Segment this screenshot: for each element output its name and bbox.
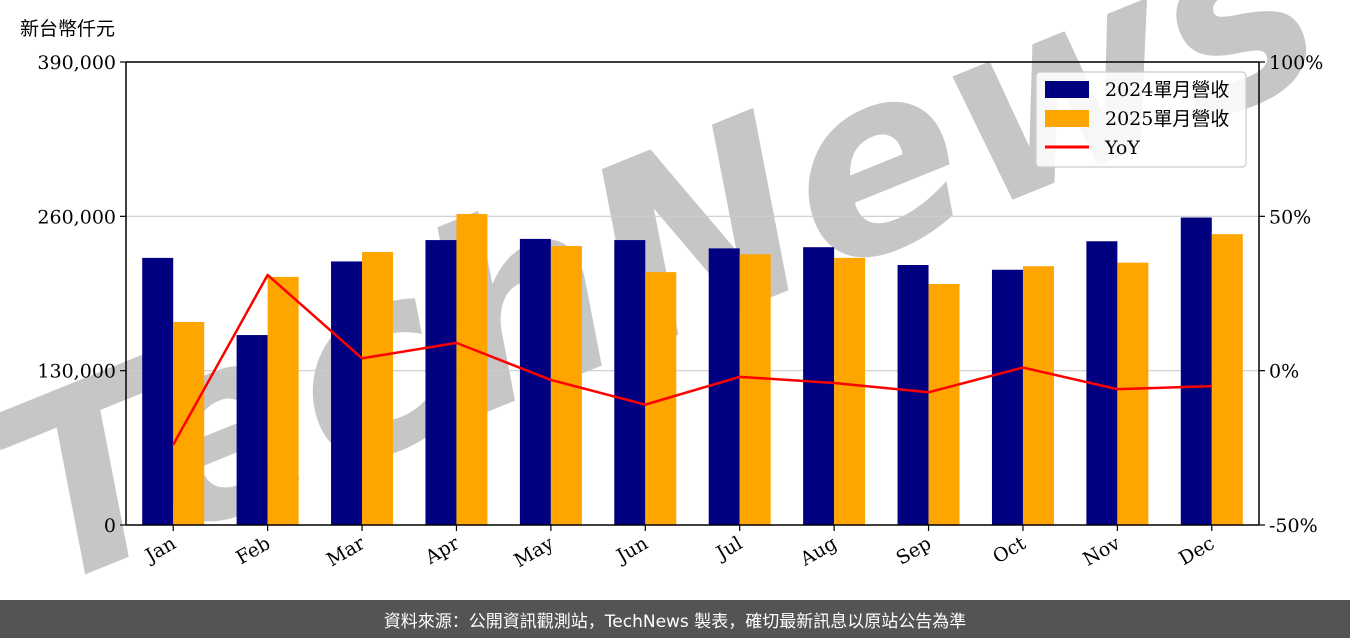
- bar-2024-aug: [803, 247, 835, 525]
- revenue-chart: TechNews 0130,000260,000390,000-50%0%50%…: [0, 0, 1350, 600]
- right-tick-label: 50%: [1269, 206, 1311, 228]
- x-tick-label-jul: Jul: [711, 532, 746, 565]
- bar-2024-jun: [614, 240, 646, 526]
- bar-2024-jul: [708, 248, 740, 525]
- right-tick-label: -50%: [1269, 515, 1318, 537]
- footer-text: 資料來源：公開資訊觀測站，TechNews 製表，確切最新訊息以原站公告為準: [383, 611, 967, 632]
- legend-label: 2025單月營收: [1105, 108, 1229, 130]
- bar-2024-apr: [425, 240, 457, 526]
- bar-2025-feb: [267, 276, 299, 525]
- x-tick-label-sep: Sep: [892, 532, 935, 569]
- bar-2024-dec: [1180, 217, 1212, 525]
- bar-2024-oct: [991, 269, 1023, 525]
- bar-2025-nov: [1117, 262, 1149, 525]
- yoy-series: [172, 273, 1212, 446]
- bar-2024-jan: [142, 257, 174, 525]
- bar-2025-oct: [1022, 266, 1054, 525]
- right-tick-label: 0%: [1269, 361, 1299, 383]
- bar-2025-dec: [1211, 234, 1243, 525]
- x-tick-label-may: May: [510, 532, 557, 572]
- left-tick-label: 0: [104, 515, 116, 537]
- left-tick-label: 130,000: [37, 361, 116, 383]
- left-tick-label: 260,000: [37, 206, 116, 228]
- bar-2025-jun: [645, 272, 677, 525]
- bar-2024-sep: [897, 265, 929, 525]
- x-tick-label-nov: Nov: [1079, 532, 1124, 571]
- x-tick-label-jun: Jun: [611, 532, 652, 568]
- left-tick-label: 390,000: [37, 52, 116, 74]
- bar-2025-apr: [456, 213, 488, 525]
- legend: 2024單月營收 2025單月營收 YoY: [1035, 71, 1247, 168]
- right-tick-label: 100%: [1269, 52, 1323, 74]
- legend-label: YoY: [1104, 137, 1140, 159]
- bar-2025-jan: [173, 321, 205, 525]
- bar-2025-jul: [739, 254, 771, 526]
- x-tick-label-oct: Oct: [989, 532, 1030, 568]
- bar-2025-aug: [834, 257, 866, 525]
- x-tick-label-dec: Dec: [1175, 532, 1218, 570]
- source-footer: 資料來源：公開資訊觀測站，TechNews 製表，確切最新訊息以原站公告為準: [0, 600, 1350, 638]
- bar-2025-may: [550, 246, 582, 525]
- legend-label: 2024單月營收: [1105, 79, 1229, 101]
- bar-2024-feb: [236, 335, 268, 525]
- bar-2025-sep: [928, 284, 960, 525]
- unit-label: 新台幣仟元: [20, 18, 116, 40]
- legend-swatch: [1045, 110, 1089, 127]
- bar-2024-mar: [331, 261, 363, 525]
- yoy-line: [172, 273, 1212, 446]
- x-tick-label-aug: Aug: [796, 532, 841, 571]
- x-tick-label-apr: Apr: [421, 532, 464, 569]
- bar-2025-mar: [362, 251, 394, 525]
- legend-swatch: [1045, 81, 1089, 98]
- bars: [142, 213, 1243, 526]
- bar-2024-may: [519, 238, 551, 525]
